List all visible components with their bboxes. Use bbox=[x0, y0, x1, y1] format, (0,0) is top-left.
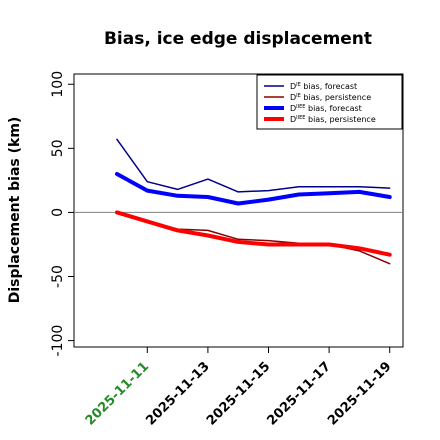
y-tick-label: -100 bbox=[50, 325, 66, 357]
legend-label: DIIEE bias, forecast bbox=[290, 104, 362, 113]
legend-label: DIIEE bias, persistence bbox=[290, 115, 376, 124]
legend-label: DIE bias, forecast bbox=[290, 82, 357, 91]
plot-frame bbox=[73, 73, 404, 348]
chart-title: Bias, ice edge displacement bbox=[104, 29, 372, 49]
legend-label: DIE bias, persistence bbox=[290, 93, 371, 102]
y-tick-label: 100 bbox=[50, 71, 66, 98]
x-tick-label: 2025-11-11 bbox=[83, 359, 152, 428]
y-tick-label: 50 bbox=[50, 139, 66, 157]
series-line-2 bbox=[116, 211, 391, 265]
x-tick-label: 2025-11-13 bbox=[143, 359, 212, 428]
x-tick-label: 2025-11-15 bbox=[204, 359, 273, 428]
series-line-1 bbox=[116, 138, 391, 193]
x-tick-label: 2025-11-19 bbox=[325, 359, 394, 428]
series-line-3 bbox=[115, 172, 392, 206]
y-axis-label: Displacement bias (km) bbox=[7, 117, 23, 304]
x-tick-label: 2025-11-17 bbox=[265, 359, 334, 428]
y-tick-label: 0 bbox=[50, 208, 66, 217]
series-line-4 bbox=[115, 210, 392, 257]
y-tick-label: -50 bbox=[50, 265, 66, 288]
legend: DIE bias, forecast DIE bias, persistence D… bbox=[256, 74, 403, 130]
